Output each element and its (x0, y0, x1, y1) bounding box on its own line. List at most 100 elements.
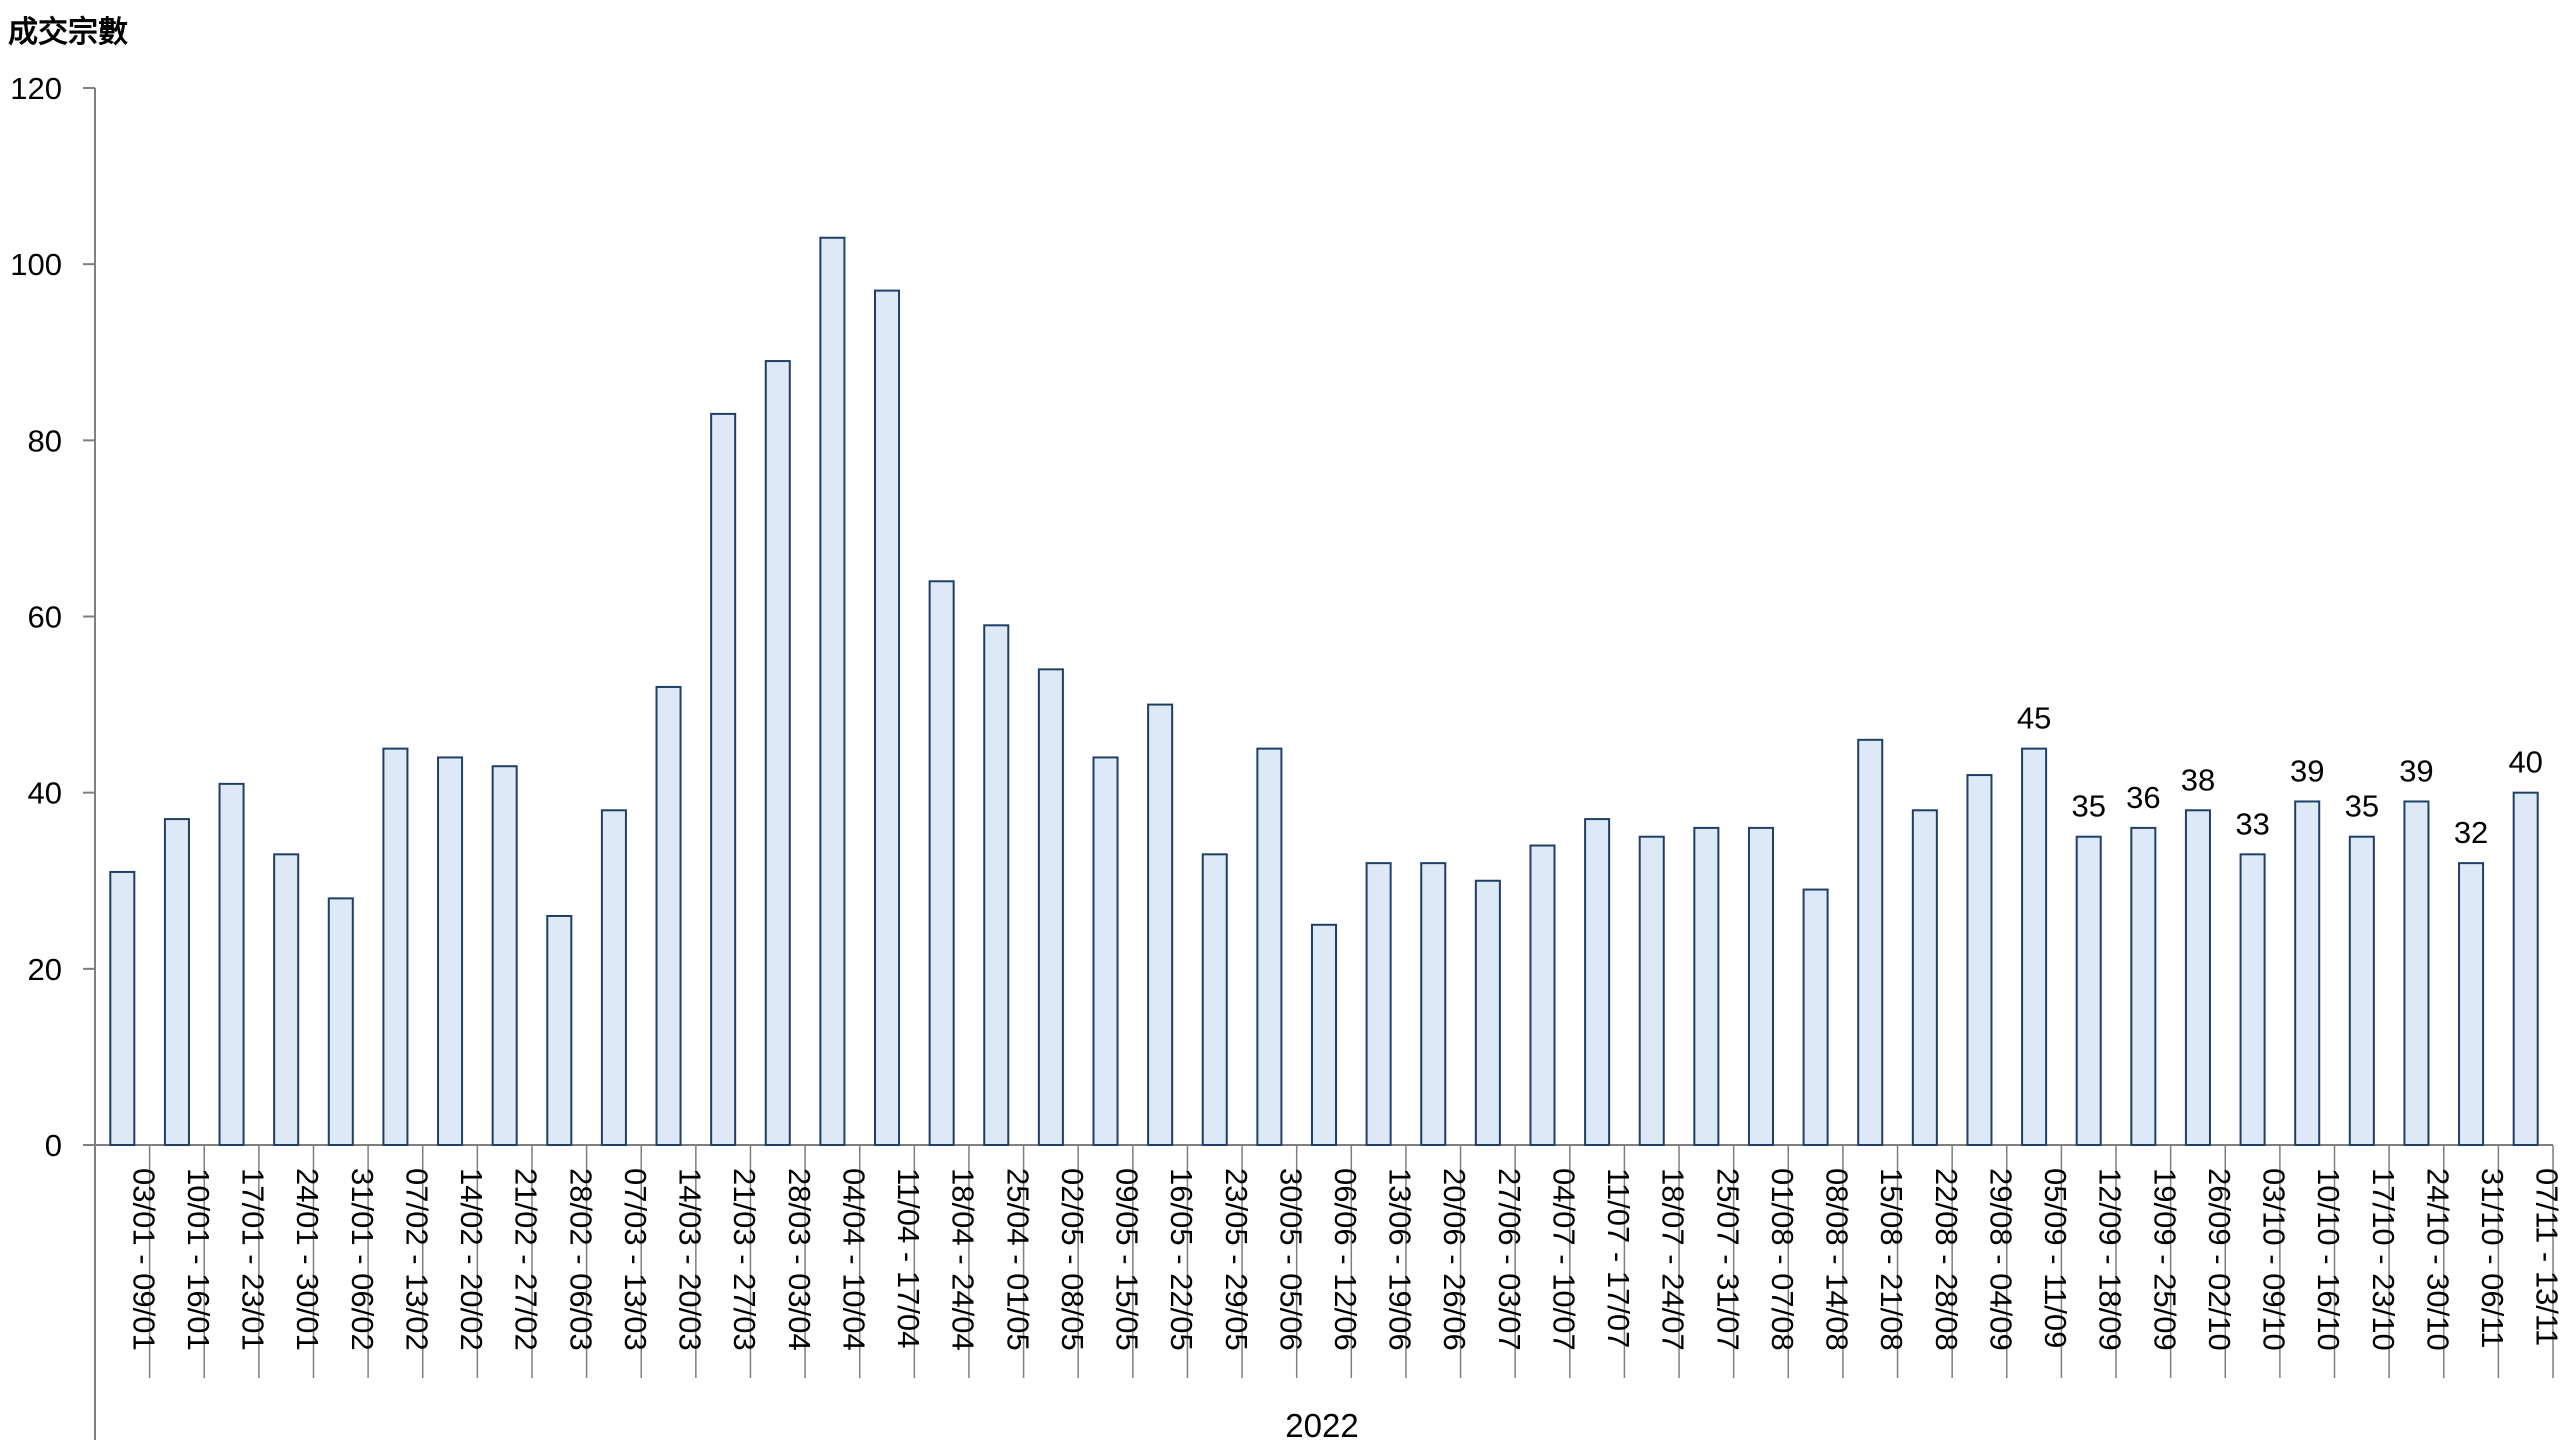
x-tick-label: 19/09 - 25/09 (2147, 1168, 2182, 1351)
y-tick-label: 0 (45, 1128, 62, 1163)
x-tick-label: 03/10 - 09/10 (2257, 1168, 2292, 1351)
bar (710, 412, 737, 1146)
bar (1529, 844, 1556, 1146)
x-tick-label: 05/09 - 11/09 (2038, 1168, 2073, 1348)
x-tick-label: 25/07 - 31/07 (1710, 1168, 1745, 1351)
bar (983, 624, 1010, 1146)
bar (655, 685, 682, 1146)
x-tick-label: 24/01 - 30/01 (290, 1168, 325, 1351)
data-label: 40 (2508, 745, 2542, 780)
x-tick-label: 28/02 - 06/03 (563, 1168, 598, 1351)
x-tick-label: 16/05 - 22/05 (1164, 1168, 1199, 1351)
bar (437, 756, 464, 1147)
bar (1365, 862, 1392, 1147)
x-tick-label: 29/08 - 04/09 (1983, 1168, 2018, 1351)
bar (273, 853, 300, 1146)
bar (2075, 835, 2102, 1146)
x-group-label: 2022 (1285, 1407, 1358, 1440)
x-tick-label: 07/02 - 13/02 (399, 1168, 434, 1351)
bar (1966, 774, 1993, 1146)
bar (600, 809, 627, 1146)
bar (764, 360, 791, 1146)
bar (2239, 853, 2266, 1146)
data-label: 39 (2399, 753, 2433, 788)
x-tick-label: 31/01 - 06/02 (345, 1168, 380, 1351)
bar (874, 289, 901, 1146)
bar (1693, 826, 1720, 1147)
bar (1256, 747, 1283, 1146)
x-tick-label: 09/05 - 15/05 (1110, 1168, 1145, 1351)
x-tick-label: 08/08 - 14/08 (1820, 1168, 1855, 1351)
bars (109, 236, 2539, 1147)
bar (163, 818, 190, 1146)
bar (1037, 668, 1064, 1146)
bar (819, 236, 846, 1147)
x-tick-label: 21/03 - 27/03 (727, 1168, 762, 1351)
y-tick-label: 40 (28, 776, 62, 811)
y-axis-title: 成交宗數 (8, 15, 128, 50)
data-labels: 45 35 36 38 33 39 35 39 32 40 (2017, 701, 2543, 851)
y-axis: 0 20 40 60 80 100 120 (10, 71, 96, 1440)
x-tick-label: 15/08 - 21/08 (1874, 1168, 1909, 1351)
data-label: 45 (2017, 701, 2051, 736)
bar (2348, 835, 2375, 1146)
x-tick-label: 25/04 - 01/05 (1000, 1168, 1035, 1351)
x-tick-label: 20/06 - 26/06 (1437, 1168, 1472, 1351)
x-tick-label: 30/05 - 05/06 (1273, 1168, 1308, 1351)
x-tick-label: 18/07 - 24/07 (1656, 1168, 1691, 1351)
bar (2512, 791, 2539, 1147)
x-tick-label: 27/06 - 03/07 (1492, 1168, 1527, 1351)
x-tick-label: 14/03 - 20/03 (673, 1168, 708, 1351)
bar (1092, 756, 1119, 1147)
bar (1147, 703, 1174, 1146)
bar (1857, 738, 1884, 1146)
x-tick-label: 07/11 - 13/11 (2530, 1168, 2560, 1346)
x-tick-label: 31/10 - 06/11 (2475, 1168, 2510, 1348)
y-tick-label: 80 (28, 423, 62, 458)
bar (1747, 826, 1774, 1147)
bar (2458, 862, 2485, 1147)
data-label: 32 (2454, 815, 2488, 850)
bar (546, 914, 573, 1146)
data-label: 38 (2181, 762, 2215, 797)
y-tick-label: 100 (10, 247, 62, 282)
data-label: 35 (2071, 789, 2105, 824)
bar (928, 580, 955, 1146)
bar (1584, 818, 1611, 1146)
data-label: 35 (2345, 789, 2379, 824)
bar (1201, 853, 1228, 1146)
x-tick-label: 17/01 - 23/01 (236, 1168, 271, 1351)
x-tick-label: 17/10 - 23/10 (2366, 1168, 2401, 1351)
bar (382, 747, 409, 1146)
x-tick-label: 24/10 - 30/10 (2420, 1168, 2455, 1351)
x-tick-label: 14/02 - 20/02 (454, 1168, 489, 1351)
bar (327, 897, 354, 1146)
x-tick-label: 18/04 - 24/04 (946, 1168, 981, 1351)
bar (1310, 923, 1338, 1147)
bar (109, 870, 136, 1146)
y-tick-label: 60 (28, 600, 62, 635)
x-tick-label: 11/07 - 17/07 (1601, 1168, 1636, 1348)
bar (2130, 826, 2157, 1147)
x-tick-label: 06/06 - 12/06 (1328, 1168, 1363, 1351)
x-tick-label: 12/09 - 18/09 (2093, 1168, 2128, 1351)
bar (218, 782, 245, 1146)
y-tick-label: 120 (10, 71, 62, 106)
x-tick-label: 01/08 - 07/08 (1765, 1168, 1800, 1351)
data-label: 39 (2290, 753, 2324, 788)
x-tick-label: 02/05 - 08/05 (1055, 1168, 1090, 1351)
x-tick-label: 22/08 - 28/08 (1929, 1168, 1964, 1351)
x-tick-label: 21/02 - 27/02 (509, 1168, 544, 1351)
x-tick-label: 03/01 - 09/01 (126, 1168, 161, 1351)
x-tick-label: 11/04 - 17/04 (891, 1168, 926, 1348)
x-tick-label: 07/03 - 13/03 (618, 1168, 653, 1351)
y-tick-label: 20 (28, 952, 62, 987)
x-tick-label: 04/04 - 10/04 (836, 1168, 871, 1351)
bar (2294, 800, 2321, 1146)
x-tick-label: 28/03 - 03/04 (782, 1168, 817, 1351)
bar (491, 765, 518, 1146)
bar (1802, 888, 1829, 1147)
x-tick-label: 23/05 - 29/05 (1219, 1168, 1254, 1351)
x-tick-label: 13/06 - 19/06 (1383, 1168, 1418, 1351)
